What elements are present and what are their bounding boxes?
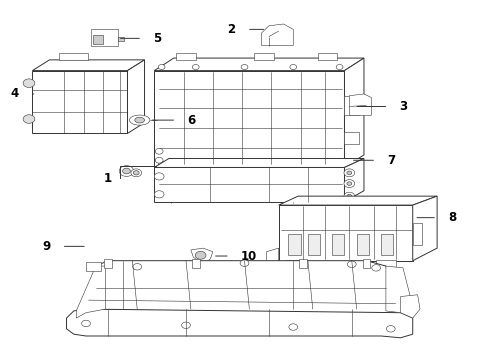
Circle shape [343,180,354,188]
Bar [104,259,112,268]
Ellipse shape [195,251,205,259]
Circle shape [289,64,296,69]
Circle shape [89,265,98,271]
Bar [362,259,369,268]
Circle shape [155,157,163,163]
Circle shape [240,260,248,266]
Text: 2: 2 [227,23,235,36]
Circle shape [192,64,199,69]
Bar [93,35,103,44]
Circle shape [346,194,351,198]
Polygon shape [344,58,363,167]
Circle shape [154,173,163,180]
Circle shape [346,261,355,267]
Polygon shape [32,60,144,71]
Circle shape [288,324,297,330]
Circle shape [81,320,90,327]
Bar [254,53,273,60]
Bar [86,262,101,271]
Polygon shape [154,58,363,71]
Ellipse shape [135,117,144,123]
Bar [59,53,88,60]
Circle shape [155,148,163,154]
Polygon shape [278,196,436,205]
Circle shape [154,191,163,198]
Circle shape [158,64,164,69]
Circle shape [133,264,142,270]
Polygon shape [412,196,436,261]
Circle shape [335,64,342,69]
Circle shape [23,115,35,123]
Bar [412,223,421,244]
Circle shape [343,169,354,177]
Circle shape [346,182,351,185]
Text: 6: 6 [187,114,195,127]
Polygon shape [344,158,363,202]
Polygon shape [400,295,419,318]
Circle shape [343,192,354,200]
Text: 10: 10 [241,249,257,262]
Circle shape [346,171,351,175]
Bar [307,234,320,255]
Polygon shape [86,261,400,313]
Text: 4: 4 [10,87,19,100]
Bar [317,53,336,60]
Bar [154,167,344,202]
Bar [191,259,199,268]
Bar [299,259,306,268]
Circle shape [386,325,394,332]
Text: 1: 1 [103,172,111,185]
Bar [278,205,412,261]
Polygon shape [190,248,212,264]
Bar [356,234,368,255]
Text: 9: 9 [42,240,50,253]
Text: 7: 7 [386,154,395,167]
Text: 8: 8 [447,211,456,224]
Ellipse shape [122,168,130,174]
Circle shape [181,322,190,328]
Circle shape [371,265,380,271]
Text: 3: 3 [399,100,407,113]
Text: 5: 5 [153,32,161,45]
Ellipse shape [131,169,142,177]
Ellipse shape [129,115,150,125]
Polygon shape [76,266,105,318]
Bar [380,234,392,255]
Polygon shape [127,60,144,134]
Bar [344,96,358,116]
Polygon shape [154,158,363,167]
Circle shape [158,161,164,166]
Polygon shape [348,94,370,116]
Ellipse shape [119,166,134,176]
Circle shape [23,79,35,87]
Bar [285,260,305,267]
Bar [118,37,123,41]
Bar [154,71,344,167]
Polygon shape [261,24,293,45]
Bar [32,71,127,134]
Bar [344,132,358,144]
Polygon shape [266,248,278,266]
Ellipse shape [133,171,139,175]
Bar [375,260,395,267]
Polygon shape [385,266,409,313]
Bar [176,53,195,60]
Bar [331,234,344,255]
Circle shape [335,161,342,166]
Bar [91,30,118,45]
Circle shape [241,64,247,69]
Bar [288,234,300,255]
Polygon shape [66,309,412,338]
